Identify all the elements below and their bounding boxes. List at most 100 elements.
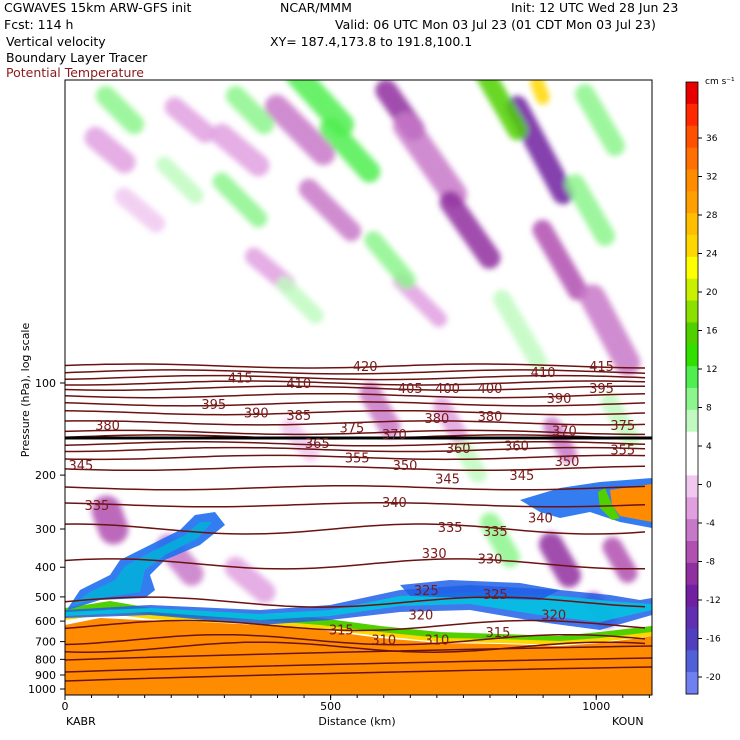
wave-streak: [453, 437, 487, 483]
colorbar-tick-label: 12: [706, 365, 717, 375]
theta-contour: [65, 454, 646, 461]
theta-contour: [65, 641, 646, 653]
y-tick-label: 500: [35, 591, 56, 604]
vertical-velocity-waves: [84, 80, 641, 628]
contour-label: 330: [422, 547, 447, 562]
tracer-plume-east-green: [598, 488, 620, 520]
contour-label: 350: [393, 459, 418, 474]
tracer-plume-east-orange: [610, 484, 652, 522]
contour-label: 315: [486, 626, 511, 641]
wave-streak: [532, 219, 588, 301]
wave-streak: [210, 123, 270, 177]
theta-contour: [65, 401, 646, 407]
field-boundary-layer-tracer: Boundary Layer Tracer: [6, 50, 148, 65]
contour-label: 415: [589, 360, 614, 375]
theta-contour: [65, 374, 646, 381]
colorbar-tick-label: 24: [706, 250, 718, 260]
theta-contour: [65, 363, 646, 369]
theta-contour: [65, 558, 646, 570]
theta-contour: [65, 380, 646, 386]
plot-frame: [64, 79, 653, 696]
colorbar-swatch: [686, 300, 698, 323]
colorbar-tick-label: 36: [706, 134, 718, 144]
center-label: NCAR/MMM: [280, 0, 352, 15]
contour-label: 380: [424, 412, 449, 427]
y-tick-label: 400: [35, 561, 56, 574]
x-axis-label: Distance (km): [318, 715, 395, 728]
wave-streak: [480, 512, 520, 568]
theta-contour: [65, 485, 646, 491]
colorbar-swatch: [686, 650, 698, 673]
contour-label: 390: [244, 407, 269, 422]
contour-label: 320: [409, 608, 434, 623]
colorbar-swatch: [686, 213, 698, 236]
contour-label: 375: [610, 419, 635, 434]
wave-streak: [276, 276, 324, 324]
wave-streak: [579, 284, 641, 376]
left-endpoint-label: KABR: [66, 715, 96, 728]
contour-label: 355: [610, 444, 635, 459]
colorbar: 36 32 28 24 20 16 12 8 4 0 -4 -8 -12 -16 -20: [685, 81, 721, 695]
contour-label: 345: [69, 459, 94, 474]
theta-contour: [65, 633, 646, 646]
colorbar-frame: [685, 81, 699, 695]
theta-contour: [65, 446, 646, 453]
tracer-layer-middle-inner: [65, 592, 652, 622]
wave-streak: [280, 418, 320, 462]
contour-label: 365: [305, 437, 330, 452]
wave-streak: [156, 156, 204, 204]
colorbar-tick-label: 16: [706, 327, 718, 337]
theta-contour: [65, 657, 652, 673]
y-tick-label: 1000: [28, 683, 56, 696]
contour-label: 340: [382, 496, 407, 511]
wave-streak: [264, 94, 336, 166]
colorbar-units: cm s⁻¹: [705, 77, 735, 87]
theta-contour: [65, 502, 646, 508]
colorbar-swatch: [686, 431, 698, 455]
colorbar-swatch: [686, 278, 698, 302]
colorbar-tick-label: -12: [706, 596, 721, 606]
x-axis: 0 500 1000: [62, 695, 650, 713]
init-time: Init: 12 UTC Wed 28 Jun 23: [511, 0, 679, 15]
contour-label: 325: [483, 588, 508, 603]
contour-label: 395: [589, 382, 614, 397]
theta-contour: [65, 465, 646, 472]
wave-streak: [225, 85, 275, 135]
contour-label: 335: [483, 525, 508, 540]
contour-label: 360: [504, 439, 529, 454]
colorbar-tick-label: -8: [706, 558, 715, 568]
contour-label: 415: [228, 372, 253, 387]
x-tick-label: 500: [320, 700, 341, 713]
colorbar-tick-label: -4: [706, 519, 715, 529]
wave-streak: [95, 85, 145, 135]
colorbar-tick-label: 4: [706, 442, 712, 452]
wave-streak: [493, 289, 547, 371]
contour-label: 310: [371, 634, 396, 649]
colorbar-swatch: [686, 322, 698, 345]
wave-streak: [364, 231, 416, 289]
theta-contour: [65, 409, 646, 416]
colorbar-swatch: [686, 606, 698, 629]
theta-contour: [65, 645, 652, 661]
theta-contour: [65, 420, 646, 426]
colorbar-swatch: [686, 147, 698, 170]
contour-label: 375: [339, 422, 364, 437]
theta-contour: [65, 523, 646, 535]
colorbar-swatch: [686, 584, 698, 608]
contour-label: 400: [478, 382, 503, 397]
wave-streak: [543, 417, 577, 463]
colorbar-tick-label: -16: [706, 635, 721, 645]
colorbar-tick-label: 32: [706, 173, 717, 183]
field-vertical-velocity: Vertical velocity: [6, 34, 106, 49]
model-title: CGWAVES 15km ARW-GFS init: [4, 0, 192, 15]
colorbar-swatch: [686, 388, 698, 411]
theta-contour: [65, 441, 646, 447]
theta-contour: [65, 596, 646, 608]
wave-streak: [539, 532, 581, 588]
colorbar-swatch: [686, 366, 698, 389]
wave-streak: [472, 80, 528, 141]
field-potential-temperature: Potential Temperature: [6, 65, 144, 80]
colorbar-swatch: [686, 344, 698, 367]
